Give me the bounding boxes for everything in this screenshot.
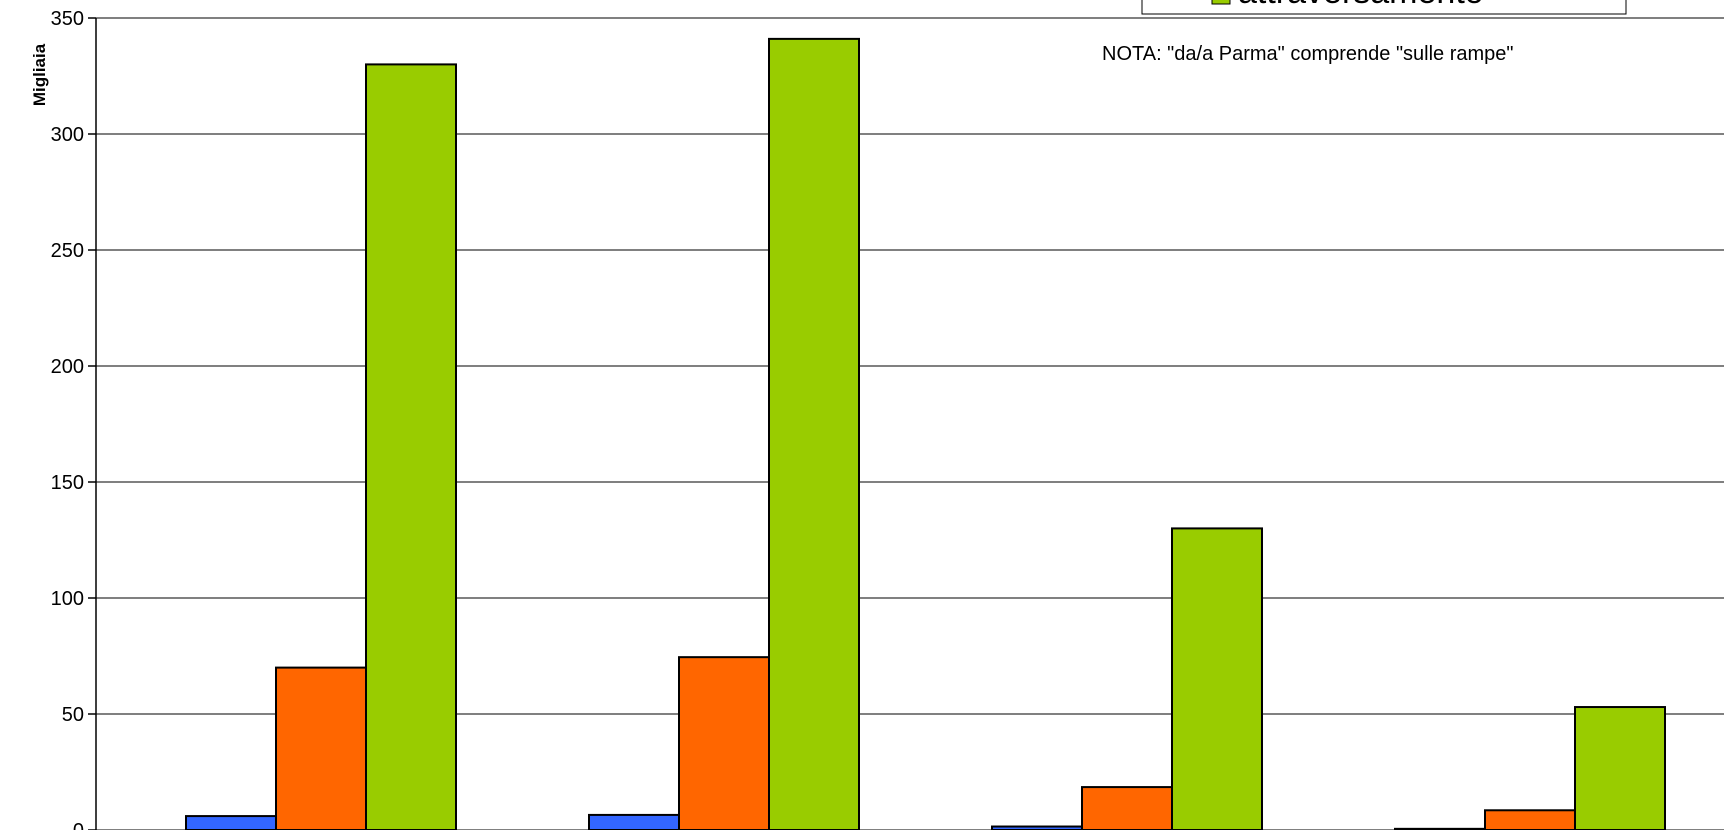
y-tick-label: 250 xyxy=(51,240,84,262)
y-tick-label: 50 xyxy=(62,704,84,726)
legend-swatch xyxy=(1211,0,1231,5)
bar-series-2-category-1 xyxy=(275,666,367,830)
y-tick-label: 150 xyxy=(51,472,84,494)
y-tick-label: 350 xyxy=(51,8,84,30)
chart-note: NOTA: "da/a Parma" comprende "sulle ramp… xyxy=(1102,43,1514,65)
bar-series-3-category-4 xyxy=(1574,706,1666,830)
legend: attraversamento xyxy=(1141,0,1627,15)
bar-series-3-category-2 xyxy=(768,37,860,830)
bar-series-3-category-3 xyxy=(1171,527,1263,830)
y-tick-label: 300 xyxy=(51,124,84,146)
bar-series-2-category-2 xyxy=(678,656,770,830)
legend-label: attraversamento xyxy=(1238,0,1484,11)
y-tick-label: 0 xyxy=(73,820,84,830)
y-tick-labels: 0 50 100 150 200 250 300 350 xyxy=(51,8,96,830)
legend-box xyxy=(1141,0,1627,15)
bars xyxy=(185,37,1666,830)
bar-series-1-category-1 xyxy=(185,815,277,830)
bar-series-2-category-3 xyxy=(1081,786,1173,830)
bar-series-1-category-2 xyxy=(588,813,680,830)
y-tick-label: 100 xyxy=(51,588,84,610)
y-axis-title: Migliaia xyxy=(30,43,49,106)
bar-series-2-category-4 xyxy=(1484,809,1576,830)
bar-series-1-category-3 xyxy=(991,825,1083,830)
y-tick-label: 200 xyxy=(51,356,84,378)
bar-series-3-category-1 xyxy=(365,63,457,830)
